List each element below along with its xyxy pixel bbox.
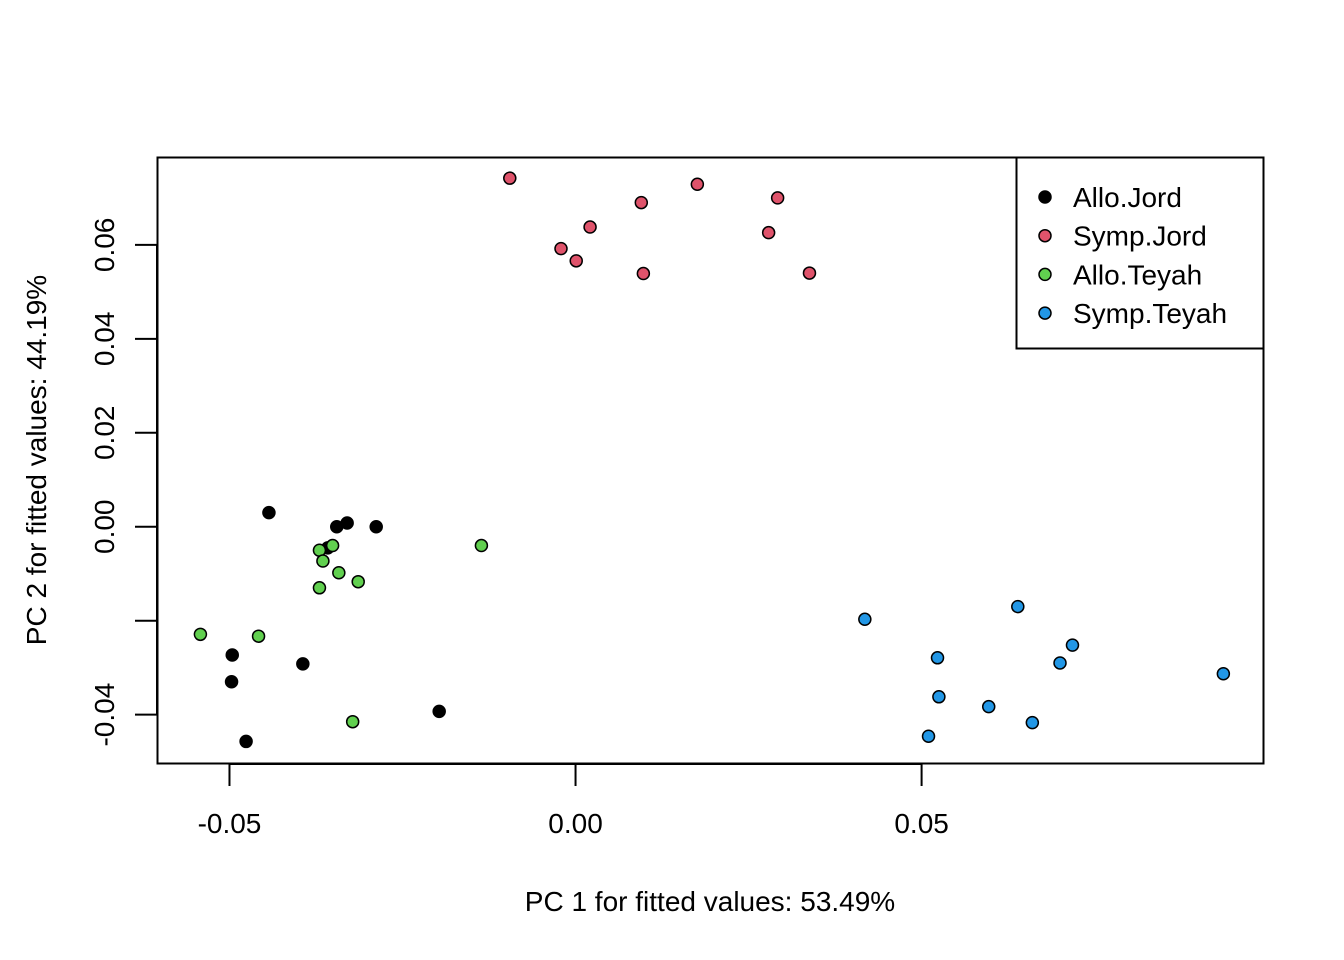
point-allo-jord — [239, 734, 253, 749]
point-allo-teyah — [474, 538, 489, 553]
legend: Allo.Jord Symp.Jord Allo.Teyah Symp.Teyah — [1015, 156, 1265, 350]
point-symp-jord — [802, 266, 817, 280]
legend-marker-symp-jord — [1038, 228, 1052, 243]
point-symp-teyah — [1216, 667, 1231, 681]
point-symp-teyah — [1011, 599, 1025, 614]
point-symp-teyah — [921, 729, 936, 744]
point-allo-teyah — [251, 629, 266, 643]
point-symp-teyah — [981, 699, 996, 714]
legend-marker-allo-jord — [1038, 190, 1052, 204]
data-points — [193, 171, 1231, 749]
x-axis-title: PC 1 for fitted values: 53.49% — [525, 886, 895, 917]
point-symp-jord — [636, 266, 651, 281]
legend-label-allo-jord: Allo.Jord — [1073, 182, 1182, 213]
point-symp-teyah — [858, 612, 872, 627]
legend-marker-symp-teyah — [1038, 306, 1052, 320]
y-tick-label: 0.02 — [89, 406, 120, 461]
point-symp-teyah — [1053, 656, 1067, 670]
point-symp-jord — [503, 171, 517, 185]
point-allo-teyah — [316, 554, 330, 568]
plot-frame — [156, 156, 1265, 765]
point-symp-teyah — [1025, 715, 1040, 730]
point-allo-jord — [296, 657, 310, 671]
point-symp-jord — [634, 195, 649, 210]
y-tick-label: 0.06 — [89, 218, 120, 273]
y-tick-label: -0.04 — [89, 683, 120, 747]
legend-marker-allo-teyah — [1038, 267, 1052, 282]
y-tick-label: 0.00 — [89, 499, 120, 554]
point-symp-jord — [761, 225, 776, 240]
legend-label-allo-teyah: Allo.Teyah — [1073, 259, 1202, 290]
point-symp-jord — [770, 191, 785, 205]
y-axis-title: PC 2 for fitted values: 44.19% — [21, 275, 52, 645]
point-allo-jord — [340, 516, 354, 530]
point-symp-teyah — [1065, 638, 1080, 652]
point-allo-teyah — [332, 566, 346, 580]
point-allo-jord — [432, 704, 446, 719]
x-tick-label: 0.00 — [548, 808, 603, 839]
point-symp-jord — [690, 177, 705, 192]
point-allo-teyah — [325, 538, 340, 553]
point-allo-jord — [369, 519, 383, 534]
point-symp-teyah — [930, 651, 945, 665]
point-symp-teyah — [932, 690, 946, 704]
x-tick-label: -0.05 — [198, 808, 262, 839]
legend-label-symp-jord: Symp.Jord — [1073, 221, 1207, 252]
point-allo-teyah — [193, 627, 208, 642]
legend-items: Allo.Jord Symp.Jord Allo.Teyah Symp.Teyah — [1038, 182, 1227, 329]
point-allo-jord — [262, 505, 276, 520]
point-allo-teyah — [312, 581, 327, 595]
point-symp-jord — [569, 254, 583, 268]
point-symp-jord — [583, 220, 597, 234]
point-allo-teyah — [351, 574, 365, 589]
point-allo-jord — [224, 675, 239, 689]
point-allo-teyah — [345, 714, 360, 729]
point-symp-jord — [554, 241, 568, 256]
x-tick-label: 0.05 — [894, 808, 949, 839]
point-allo-jord — [225, 648, 239, 662]
legend-box — [1015, 156, 1265, 350]
y-tick-label: 0.04 — [89, 312, 120, 367]
legend-label-symp-teyah: Symp.Teyah — [1073, 298, 1227, 329]
